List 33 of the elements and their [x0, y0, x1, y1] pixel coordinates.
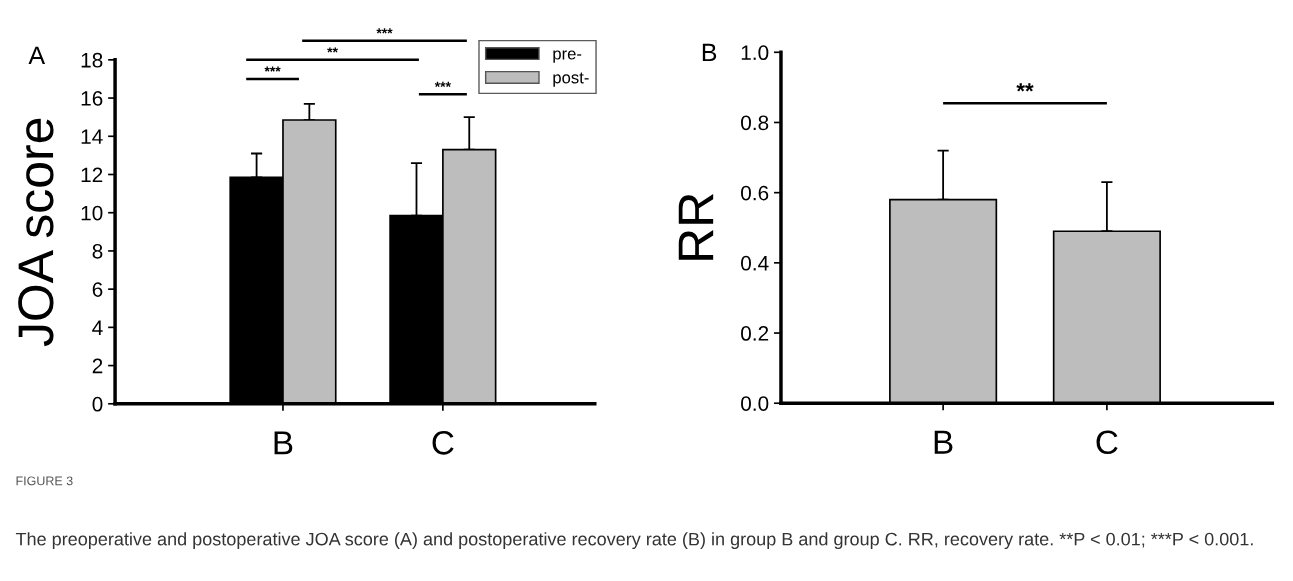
- x-tick-label: C: [432, 431, 454, 455]
- legend-label: pre-: [553, 50, 582, 63]
- y-tick-label: 8: [92, 243, 103, 259]
- y-axis-title: JOA score: [18, 118, 54, 347]
- y-tick-label: 1.0: [741, 45, 769, 61]
- annotation: ***: [434, 81, 451, 87]
- y-axis-title: RR: [678, 193, 714, 260]
- text: **: [327, 47, 338, 53]
- y-tick-label: 0.2: [741, 326, 769, 341]
- y-tick-label: 10: [81, 205, 103, 221]
- text: ***: [376, 28, 393, 34]
- y-tick-label: 16: [81, 91, 103, 106]
- y-tick-label: 0.8: [741, 115, 769, 131]
- legend-label: post-: [553, 72, 589, 87]
- y-tick-label: 2: [92, 358, 103, 374]
- y-tick-label: 0.0: [741, 396, 769, 411]
- caption: FIGURE 3: [16, 476, 73, 486]
- y-tick-label: 0.6: [741, 185, 769, 201]
- annotation: ***: [264, 66, 281, 72]
- y-tick-label: 0.4: [741, 255, 769, 271]
- y-tick-label: 6: [92, 282, 103, 297]
- y-tick-label: 4: [92, 320, 103, 335]
- y-tick-label: 14: [81, 129, 103, 144]
- text: The preoperative and postoperative JOA score (A) and postoperative recovery rate (B) in group B and group C. RR, recovery rate. **P < 0.01; ***P < 0.001.: [15, 532, 1253, 550]
- text: B: [702, 43, 717, 62]
- y-tick-label: 12: [81, 167, 103, 183]
- y-tick-label: 0: [92, 396, 103, 412]
- x-tick-label: C: [1096, 430, 1118, 455]
- x-tick-label: B: [274, 431, 293, 455]
- x-tick-label: B: [934, 430, 953, 454]
- text: A: [28, 46, 46, 64]
- annotation: **: [1016, 83, 1034, 92]
- y-tick-label: 18: [81, 52, 103, 68]
